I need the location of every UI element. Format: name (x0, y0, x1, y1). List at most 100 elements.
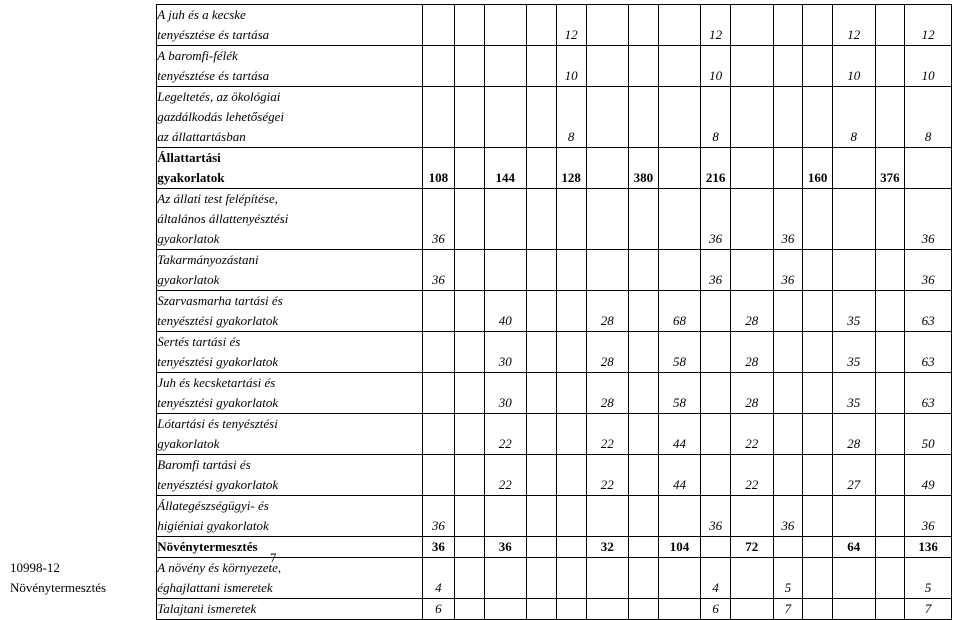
data-cell: 380 (629, 148, 659, 189)
data-cell (658, 87, 701, 148)
row-label (8, 599, 157, 620)
data-cell (454, 291, 484, 332)
data-cell (629, 455, 659, 496)
data-cell: 36 (422, 189, 454, 250)
data-cell (731, 46, 774, 87)
data-cell (731, 558, 774, 599)
data-cell: 22 (586, 455, 629, 496)
data-cell: 22 (586, 414, 629, 455)
data-cell (773, 87, 803, 148)
data-cell: 144 (484, 148, 527, 189)
data-cell (454, 373, 484, 414)
data-cell: 35 (833, 373, 876, 414)
data-cell (803, 414, 833, 455)
data-cell: 376 (875, 148, 905, 189)
row-label (8, 291, 157, 332)
row-label (8, 332, 157, 373)
data-cell (629, 46, 659, 87)
data-cell: 63 (905, 332, 952, 373)
data-cell (454, 558, 484, 599)
row-description: Növénytermesztés (157, 537, 423, 558)
data-cell (556, 250, 586, 291)
data-cell (454, 599, 484, 620)
row-label (8, 5, 157, 46)
data-cell: 8 (833, 87, 876, 148)
data-cell (454, 455, 484, 496)
data-cell: 216 (701, 148, 731, 189)
data-cell (454, 189, 484, 250)
data-cell (454, 496, 484, 537)
data-cell: 12 (701, 5, 731, 46)
data-cell (422, 87, 454, 148)
data-cell (875, 496, 905, 537)
row-description: Szarvasmarha tartási és tenyésztési gyak… (157, 291, 423, 332)
data-cell (875, 332, 905, 373)
data-cell (556, 537, 586, 558)
data-cell (556, 189, 586, 250)
data-cell (833, 250, 876, 291)
data-cell (773, 414, 803, 455)
data-cell (803, 189, 833, 250)
table-row: 10998-12 NövénytermesztésA növény és kör… (8, 558, 952, 599)
data-cell (731, 250, 774, 291)
data-cell (658, 250, 701, 291)
data-cell (803, 599, 833, 620)
table-row: Juh és kecsketartási és tenyésztési gyak… (8, 373, 952, 414)
data-cell (556, 558, 586, 599)
data-cell (833, 496, 876, 537)
data-cell (875, 455, 905, 496)
row-label (8, 537, 157, 558)
data-cell: 8 (701, 87, 731, 148)
row-description: Baromfi tartási és tenyésztési gyakorlat… (157, 455, 423, 496)
data-table: A juh és a kecske tenyésztése és tartása… (8, 4, 952, 620)
data-cell (875, 189, 905, 250)
data-cell (629, 414, 659, 455)
table-row: Növénytermesztés3636321047264136 (8, 537, 952, 558)
data-cell (833, 599, 876, 620)
row-label (8, 189, 157, 250)
data-cell (586, 87, 629, 148)
table-body: A juh és a kecske tenyésztése és tartása… (8, 5, 952, 620)
table-row: Sertés tartási és tenyésztési gyakorlato… (8, 332, 952, 373)
data-cell (586, 496, 629, 537)
row-description: A baromfi-félék tenyésztése és tartása (157, 46, 423, 87)
data-cell (422, 373, 454, 414)
data-cell: 12 (556, 5, 586, 46)
data-cell (833, 189, 876, 250)
row-description: A juh és a kecske tenyésztése és tartása (157, 5, 423, 46)
data-cell (527, 5, 557, 46)
data-cell (803, 87, 833, 148)
data-cell (454, 537, 484, 558)
data-cell (422, 455, 454, 496)
row-label (8, 46, 157, 87)
table-row: Takarmányozástani gyakorlatok36363636 (8, 250, 952, 291)
data-cell (773, 373, 803, 414)
data-cell (527, 46, 557, 87)
data-cell (527, 599, 557, 620)
data-cell (586, 5, 629, 46)
data-cell (586, 189, 629, 250)
data-cell: 12 (833, 5, 876, 46)
data-cell: 58 (658, 373, 701, 414)
data-cell (454, 5, 484, 46)
data-cell: 108 (422, 148, 454, 189)
data-cell (731, 87, 774, 148)
data-cell: 28 (731, 332, 774, 373)
data-cell (833, 148, 876, 189)
data-cell: 28 (833, 414, 876, 455)
data-cell (484, 189, 527, 250)
data-cell (773, 455, 803, 496)
data-cell: 44 (658, 414, 701, 455)
row-label (8, 250, 157, 291)
data-cell (773, 5, 803, 46)
data-cell: 63 (905, 291, 952, 332)
data-cell: 10 (905, 46, 952, 87)
data-cell (586, 46, 629, 87)
data-cell (454, 46, 484, 87)
row-label (8, 87, 157, 148)
data-cell (629, 537, 659, 558)
data-cell: 63 (905, 373, 952, 414)
data-cell (731, 599, 774, 620)
data-cell (422, 46, 454, 87)
data-cell (484, 250, 527, 291)
